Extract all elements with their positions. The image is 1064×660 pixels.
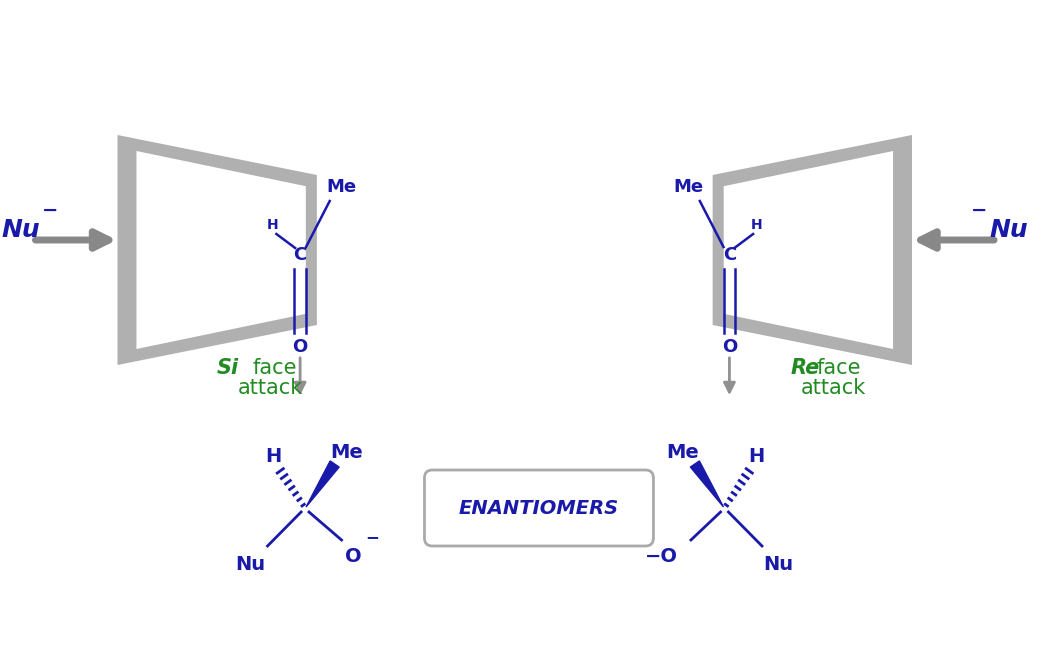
- Polygon shape: [136, 151, 305, 349]
- Text: Nu: Nu: [990, 218, 1028, 242]
- Text: Me: Me: [330, 444, 363, 463]
- Text: O: O: [293, 338, 307, 356]
- Polygon shape: [724, 151, 893, 349]
- Text: C: C: [722, 246, 736, 264]
- FancyArrowPatch shape: [725, 358, 734, 392]
- Text: O: O: [345, 546, 362, 566]
- Text: attack: attack: [800, 378, 866, 398]
- FancyArrowPatch shape: [295, 358, 305, 392]
- Polygon shape: [306, 461, 339, 507]
- Text: −: −: [43, 201, 59, 220]
- Text: H: H: [267, 218, 279, 232]
- Text: H: H: [751, 218, 763, 232]
- Text: attack: attack: [238, 378, 303, 398]
- Polygon shape: [691, 461, 724, 507]
- Text: Me: Me: [672, 178, 703, 196]
- FancyArrowPatch shape: [35, 232, 109, 248]
- Text: Nu: Nu: [236, 554, 266, 574]
- Text: −: −: [365, 528, 379, 546]
- Text: face: face: [253, 358, 297, 378]
- Text: face: face: [816, 358, 861, 378]
- Polygon shape: [713, 135, 912, 365]
- Text: Re: Re: [791, 358, 820, 378]
- Polygon shape: [117, 135, 317, 365]
- Text: Si: Si: [217, 358, 239, 378]
- FancyBboxPatch shape: [425, 470, 653, 546]
- Text: Me: Me: [327, 178, 356, 196]
- FancyArrowPatch shape: [920, 232, 994, 248]
- Text: Me: Me: [667, 444, 699, 463]
- Text: ENANTIOMERS: ENANTIOMERS: [459, 498, 619, 517]
- Text: O: O: [721, 338, 737, 356]
- Text: C: C: [294, 246, 306, 264]
- Text: −O: −O: [645, 546, 678, 566]
- Text: H: H: [748, 447, 764, 465]
- Text: H: H: [265, 447, 282, 465]
- Text: −: −: [971, 201, 987, 220]
- Text: Nu: Nu: [1, 218, 40, 242]
- Text: Nu: Nu: [764, 554, 794, 574]
